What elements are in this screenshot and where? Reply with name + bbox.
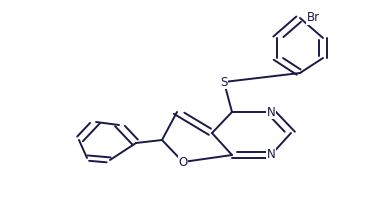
Text: N: N — [267, 105, 275, 119]
Text: S: S — [220, 76, 228, 89]
Text: N: N — [267, 149, 275, 162]
Text: O: O — [178, 156, 187, 168]
Text: Br: Br — [307, 11, 320, 24]
